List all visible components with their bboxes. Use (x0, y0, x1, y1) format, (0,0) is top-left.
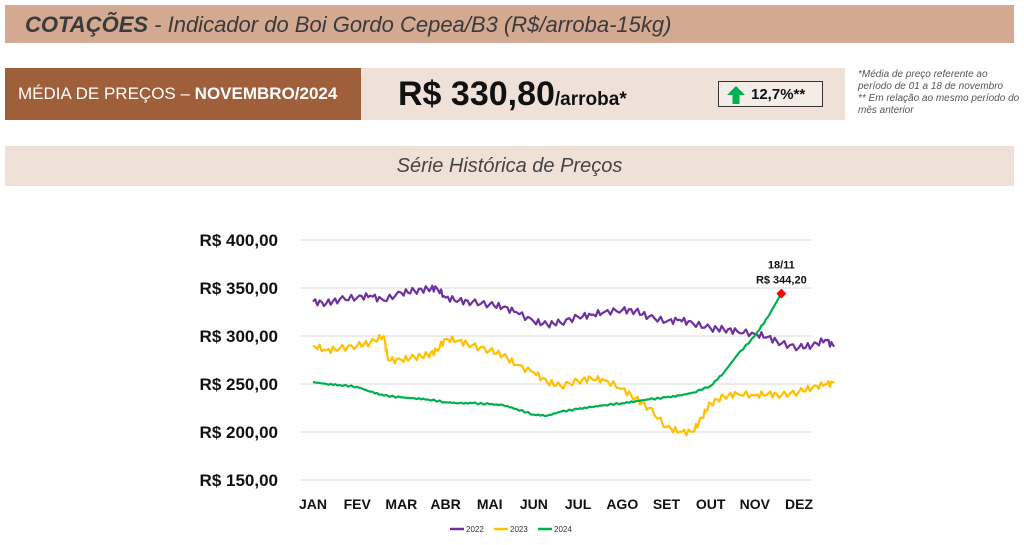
x-tick-label: DEZ (785, 496, 813, 512)
x-tick-label: FEV (344, 496, 372, 512)
x-tick-label: JUL (565, 496, 592, 512)
legend-label-2024: 2024 (554, 525, 572, 534)
y-tick-label: R$ 400,00 (200, 231, 278, 250)
y-tick-label: R$ 300,00 (200, 327, 278, 346)
change-percent: 12,7%** (751, 86, 806, 103)
price-amount: R$ 330,80 (398, 75, 555, 113)
x-tick-label: SET (653, 496, 681, 512)
change-badge: 12,7%** (718, 81, 823, 107)
x-tick-label: AGO (606, 496, 638, 512)
y-tick-label: R$ 200,00 (200, 423, 278, 442)
average-price-label-box: MÉDIA DE PREÇOS – NOVEMBRO/2024 (5, 68, 361, 120)
arrow-up-icon (727, 86, 745, 104)
series-line-2022 (312, 284, 836, 352)
price-chart: R$ 150,00 R$ 200,00 R$ 250,00 R$ 300,00 R$ 3… (200, 231, 836, 534)
average-price-period: NOVEMBRO/2024 (194, 84, 338, 103)
x-tick-label: JUN (520, 496, 548, 512)
price-unit: /arroba* (554, 89, 627, 110)
x-tick-label: MAR (385, 496, 417, 512)
series-line-2023 (312, 333, 835, 437)
series-title: Série Histórica de Preços (396, 155, 623, 177)
y-tick-label: R$ 350,00 (200, 279, 278, 298)
x-tick-label: NOV (740, 496, 771, 512)
average-price-label: MÉDIA DE PREÇOS – NOVEMBRO/2024 (18, 84, 337, 104)
average-price-text: MÉDIA DE PREÇOS – (18, 84, 195, 103)
annotation-value: R$ 344,20 (756, 275, 807, 287)
series-line-2024 (312, 293, 783, 418)
y-tick-label: R$ 250,00 (200, 375, 278, 394)
x-tick-label: MAI (477, 496, 503, 512)
title-subtitle: - Indicador do Boi Gordo Cepea/B3 (R$/ar… (148, 12, 672, 37)
title-bar: COTAÇÕES - Indicador do Boi Gordo Cepea/… (5, 5, 1014, 43)
legend-label-2022: 2022 (466, 525, 484, 534)
average-price-value: R$ 330,80/arroba* (398, 75, 627, 114)
page-title: COTAÇÕES - Indicador do Boi Gordo Cepea/… (25, 12, 671, 38)
annotation-marker (776, 288, 787, 299)
y-tick-label: R$ 150,00 (200, 471, 278, 490)
x-tick-label: JAN (299, 496, 327, 512)
title-bold: COTAÇÕES (25, 12, 149, 37)
x-tick-label: OUT (696, 496, 726, 512)
series-title-bar: Série Histórica de Preços (5, 146, 1014, 186)
footnotes: *Média de preço referente ao período de … (858, 69, 1024, 117)
annotation-date: 18/11 (768, 260, 795, 272)
x-tick-label: ABR (430, 496, 460, 512)
footnote-comparison: ** Em relação ao mesmo período do mês an… (858, 93, 1020, 116)
footnote-period: *Média de preço referente ao período de … (858, 69, 1004, 92)
average-price-value-box: R$ 330,80/arroba* 12,7%** (361, 68, 845, 120)
legend-label-2023: 2023 (510, 525, 528, 534)
